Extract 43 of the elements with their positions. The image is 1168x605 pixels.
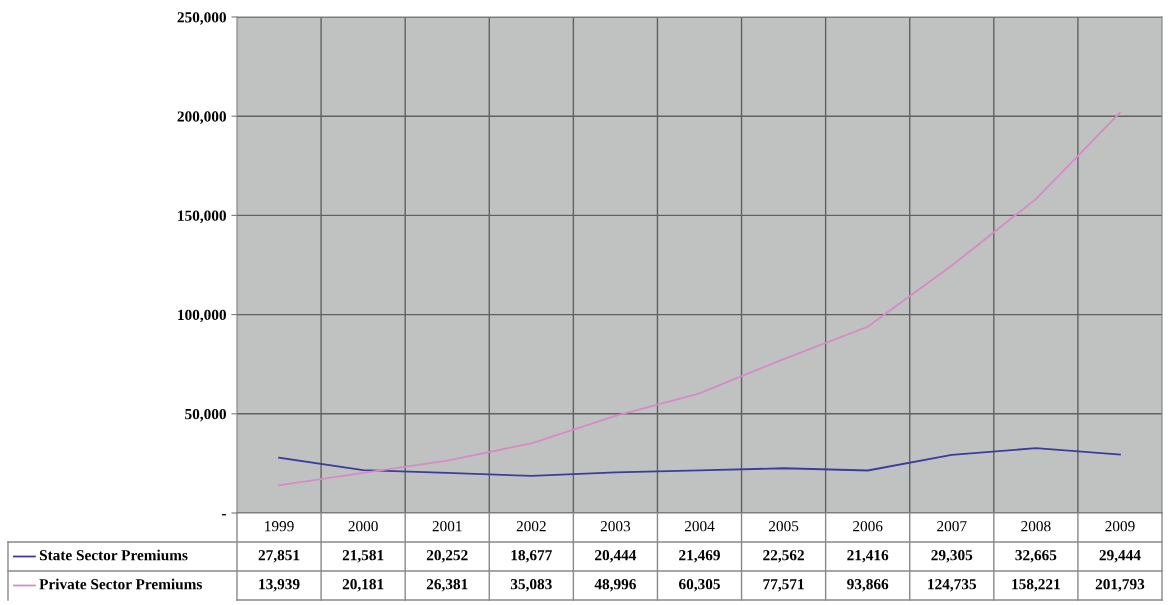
x-tick-label: 2009 bbox=[1105, 521, 1135, 532]
data-label: 21,416 bbox=[847, 550, 889, 563]
data-label: 158,221 bbox=[1012, 579, 1060, 592]
data-label: 27,851 bbox=[258, 550, 300, 563]
data-label: 20,444 bbox=[595, 550, 637, 563]
data-label: 77,571 bbox=[763, 579, 804, 592]
y-tick-label: 100,000 bbox=[178, 309, 226, 323]
data-label: 21,581 bbox=[342, 550, 384, 563]
y-tick-label: - bbox=[222, 514, 227, 516]
data-label: 35,083 bbox=[510, 579, 552, 592]
data-label: 13,939 bbox=[259, 579, 300, 592]
x-tick-label: 2002 bbox=[516, 521, 546, 532]
data-label: 20,252 bbox=[426, 550, 468, 563]
x-tick-label: 2008 bbox=[1021, 521, 1051, 532]
legend-label: Private Sector Premiums bbox=[39, 578, 202, 590]
data-label: 201,793 bbox=[1095, 579, 1145, 592]
data-label: 22,562 bbox=[763, 550, 804, 563]
line-series bbox=[278, 447, 1121, 477]
data-label: 29,305 bbox=[931, 550, 973, 563]
data-label: 21,469 bbox=[679, 550, 720, 563]
data-label: 29,444 bbox=[1099, 550, 1141, 563]
y-tick-label: 50,000 bbox=[185, 408, 226, 422]
data-label: 26,381 bbox=[426, 579, 468, 592]
x-tick-label: 2007 bbox=[937, 521, 967, 532]
y-tick-label: 200,000 bbox=[177, 111, 226, 124]
x-tick-label: 2003 bbox=[600, 521, 631, 532]
data-label: 124,735 bbox=[928, 579, 977, 592]
legend-label: State Sector Premiums bbox=[39, 549, 188, 561]
x-tick-label: 2000 bbox=[348, 521, 378, 532]
data-label: 93,866 bbox=[847, 579, 889, 592]
data-label: 32,665 bbox=[1015, 550, 1057, 563]
y-tick-label: 250,000 bbox=[177, 12, 226, 25]
y-tick-label: 150,000 bbox=[178, 210, 226, 224]
x-tick-label: 2001 bbox=[432, 521, 462, 532]
data-label: 20,181 bbox=[342, 579, 384, 592]
x-tick-label: 1999 bbox=[265, 521, 294, 532]
x-tick-label: 2006 bbox=[853, 521, 883, 532]
data-label: 18,677 bbox=[511, 550, 552, 563]
line-series bbox=[278, 111, 1121, 487]
x-tick-label: 2005 bbox=[768, 521, 799, 532]
data-label: 48,996 bbox=[594, 579, 636, 592]
x-tick-label: 2004 bbox=[684, 521, 715, 532]
data-label: 60,305 bbox=[679, 579, 720, 592]
